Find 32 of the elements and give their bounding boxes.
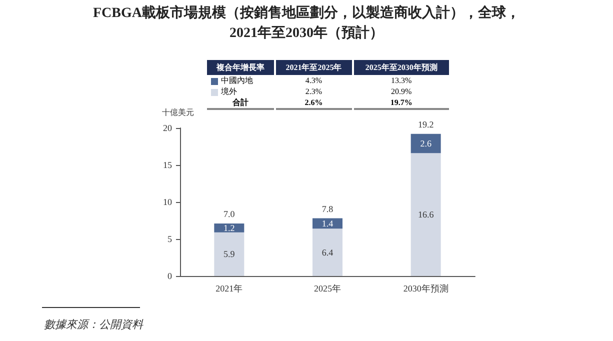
chart-title: FCBGA載板市場規模（按銷售地區劃分，以製造商收入計），全球， 2021年至2030年（預計） [92,4,521,43]
data-label: 16.6 [418,210,434,220]
x-tick-label: 2025年 [314,284,341,294]
data-label: 1.4 [322,218,334,228]
legend-label: 中國內地 [220,75,254,86]
text: 4.3% [304,75,324,86]
text: 合計 [207,97,274,110]
x-tick-label: 2030年預測 [403,284,448,294]
y-tick-label: 0 [168,271,172,281]
data-label: 6.4 [322,247,334,258]
text: 19.7% [354,97,449,110]
total-label: 7.8 [322,204,334,214]
y-tick-label: 10 [163,197,172,207]
text: 2.3% [304,86,324,97]
y-tick-label: 5 [168,234,172,244]
text: 數據來源：公開資料 [44,318,143,332]
y-tick-label: 15 [163,160,172,170]
y-tick-label: 20 [163,123,172,133]
total-label: 19.2 [418,119,434,130]
text: 13.3% [390,75,413,86]
y-axis-title: 十億美元 [162,107,194,118]
text: 20.9% [390,86,413,97]
data-label: 1.2 [224,222,235,233]
x-tick-label: 2021年 [216,284,243,294]
text: 複合年增長率 [207,60,274,75]
text: 2025年至2030年預測 [354,60,449,75]
data-label: 2.6 [420,138,432,149]
data-label: 5.9 [224,249,236,260]
text: 2.6% [276,97,352,110]
text: 2021年至2025年 [276,60,352,75]
legend-label: 境外 [220,86,238,97]
total-label: 7.0 [224,208,236,219]
